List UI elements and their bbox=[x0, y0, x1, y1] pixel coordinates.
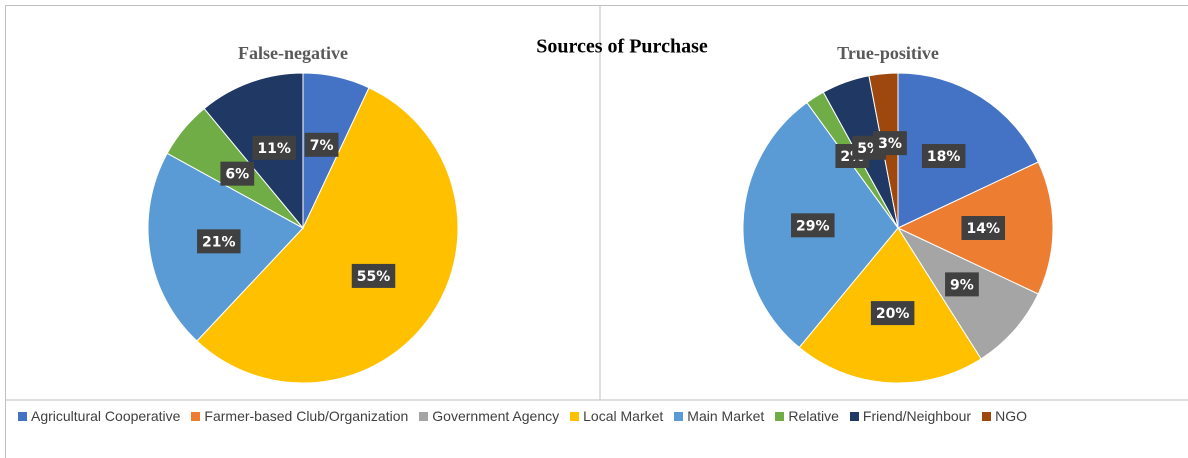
data-label: 9% bbox=[950, 277, 974, 293]
legend-label: Friend/Neighbour bbox=[862, 408, 972, 424]
legend-label: Main Market bbox=[687, 408, 765, 424]
label-box bbox=[351, 263, 396, 288]
legend-label: Relative bbox=[788, 408, 839, 424]
data-label: 21% bbox=[202, 234, 236, 250]
chart-title: Sources of Purchase bbox=[536, 36, 708, 58]
legend-item: Agricultural Cooperative bbox=[18, 408, 180, 424]
legend-swatch bbox=[982, 411, 992, 421]
label-box bbox=[921, 144, 966, 169]
frame bbox=[5, 5, 1188, 458]
label-box bbox=[945, 272, 979, 297]
label-box bbox=[870, 301, 915, 326]
legend-label: Government Agency bbox=[432, 408, 560, 424]
legend-swatch bbox=[18, 411, 27, 421]
label-box bbox=[873, 131, 907, 156]
label-box bbox=[791, 213, 835, 238]
pie-slice bbox=[196, 87, 459, 384]
legend-item: Government Agency bbox=[419, 408, 559, 424]
legend-label: Agricultural Cooperative bbox=[31, 408, 181, 424]
legend-item: Relative bbox=[775, 408, 839, 424]
pie-title: False-negative bbox=[238, 43, 348, 63]
data-label: 3% bbox=[878, 136, 902, 152]
data-label: 29% bbox=[796, 218, 830, 234]
legend-item: Farmer-based Club/Organization bbox=[191, 408, 408, 424]
data-label: 11% bbox=[257, 141, 291, 157]
legend-swatch bbox=[191, 411, 201, 421]
label-box bbox=[252, 135, 296, 160]
legend-swatch bbox=[775, 411, 785, 421]
data-label: 7% bbox=[310, 138, 334, 154]
legend-swatch bbox=[849, 411, 859, 421]
pie-title: True-positive bbox=[837, 43, 939, 63]
legend-item: Friend/Neighbour bbox=[849, 408, 972, 424]
label-box bbox=[304, 132, 339, 157]
data-label: 18% bbox=[927, 149, 961, 165]
legend-item: Local Market bbox=[570, 408, 663, 424]
legend: Agricultural Cooperative Farmer-based Clu… bbox=[18, 408, 1027, 424]
legend-swatch bbox=[674, 411, 684, 421]
data-label: 55% bbox=[357, 269, 391, 285]
data-label: 6% bbox=[225, 167, 249, 183]
legend-item: NGO bbox=[982, 408, 1027, 424]
label-box bbox=[197, 229, 241, 254]
legend-label: NGO bbox=[995, 408, 1027, 424]
label-box bbox=[220, 161, 255, 186]
legend-label: Local Market bbox=[583, 408, 664, 424]
legend-label: Farmer-based Club/Organization bbox=[204, 408, 409, 424]
legend-swatch bbox=[570, 411, 580, 421]
data-label: 20% bbox=[876, 306, 910, 322]
legend-item: Main Market bbox=[674, 408, 764, 424]
pie-slice bbox=[897, 72, 1039, 229]
data-label: 14% bbox=[966, 221, 1000, 237]
legend-swatch bbox=[419, 411, 429, 421]
label-box bbox=[961, 216, 1006, 240]
